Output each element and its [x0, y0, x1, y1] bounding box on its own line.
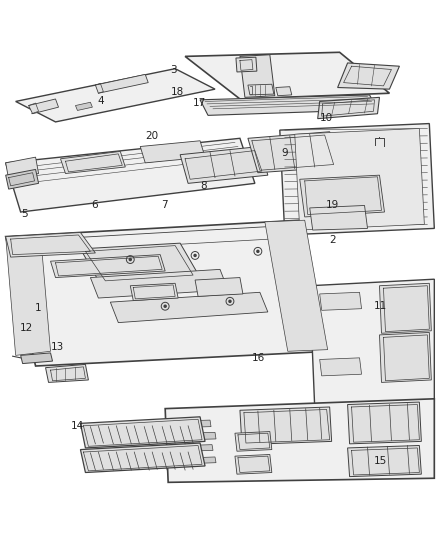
Polygon shape [195, 278, 243, 296]
Polygon shape [180, 420, 211, 427]
Polygon shape [280, 124, 434, 235]
Polygon shape [185, 445, 213, 451]
Polygon shape [110, 292, 268, 322]
Polygon shape [90, 269, 228, 298]
Text: 7: 7 [161, 200, 168, 211]
Polygon shape [185, 432, 216, 440]
Polygon shape [236, 57, 257, 72]
Circle shape [228, 300, 232, 303]
Polygon shape [81, 417, 205, 448]
Text: 4: 4 [98, 95, 104, 106]
Polygon shape [75, 102, 92, 110]
Polygon shape [318, 98, 379, 119]
Text: 8: 8 [201, 181, 207, 191]
Polygon shape [95, 75, 148, 93]
Text: 10: 10 [319, 113, 332, 123]
Polygon shape [300, 175, 385, 217]
Polygon shape [235, 455, 272, 474]
Text: 13: 13 [51, 342, 64, 352]
Polygon shape [165, 399, 434, 482]
Polygon shape [370, 145, 396, 163]
Polygon shape [81, 443, 205, 473]
Polygon shape [6, 220, 330, 366]
Text: 15: 15 [374, 456, 387, 466]
Text: 3: 3 [170, 65, 177, 75]
Circle shape [193, 254, 197, 257]
Polygon shape [295, 128, 424, 230]
Text: 6: 6 [91, 200, 98, 211]
Polygon shape [180, 147, 268, 183]
Polygon shape [235, 432, 272, 451]
Polygon shape [192, 457, 216, 464]
Text: 14: 14 [71, 421, 84, 431]
Polygon shape [28, 99, 59, 114]
Polygon shape [6, 232, 95, 257]
Circle shape [256, 249, 260, 253]
Polygon shape [240, 55, 275, 98]
Text: 2: 2 [329, 235, 336, 245]
Polygon shape [320, 358, 361, 376]
Polygon shape [130, 284, 178, 301]
Polygon shape [379, 333, 431, 382]
Text: 12: 12 [20, 324, 34, 334]
Polygon shape [81, 243, 200, 284]
Text: 9: 9 [281, 148, 288, 158]
Text: 16: 16 [252, 353, 265, 363]
Text: 18: 18 [171, 87, 184, 97]
Polygon shape [276, 87, 292, 96]
Circle shape [128, 258, 132, 261]
Text: 11: 11 [374, 301, 387, 311]
Polygon shape [248, 132, 339, 173]
Polygon shape [310, 279, 434, 407]
Polygon shape [6, 169, 39, 189]
Polygon shape [50, 255, 165, 278]
Polygon shape [140, 141, 205, 163]
Polygon shape [16, 69, 215, 122]
Polygon shape [320, 292, 361, 310]
Polygon shape [6, 138, 255, 212]
Polygon shape [185, 52, 389, 99]
Polygon shape [6, 235, 50, 356]
Circle shape [163, 304, 167, 308]
Polygon shape [310, 206, 367, 230]
Text: 17: 17 [193, 98, 206, 108]
Polygon shape [348, 446, 421, 477]
Text: 1: 1 [35, 303, 41, 313]
Polygon shape [338, 63, 399, 89]
Polygon shape [348, 402, 421, 444]
Polygon shape [46, 365, 88, 382]
Polygon shape [240, 407, 332, 445]
Polygon shape [6, 157, 39, 179]
Polygon shape [21, 353, 53, 364]
Polygon shape [60, 151, 125, 174]
Polygon shape [248, 84, 274, 95]
Polygon shape [265, 220, 328, 351]
Polygon shape [379, 284, 431, 333]
Text: 19: 19 [326, 200, 339, 211]
Text: 5: 5 [21, 209, 28, 219]
Text: 20: 20 [145, 131, 158, 141]
Polygon shape [200, 95, 378, 115]
